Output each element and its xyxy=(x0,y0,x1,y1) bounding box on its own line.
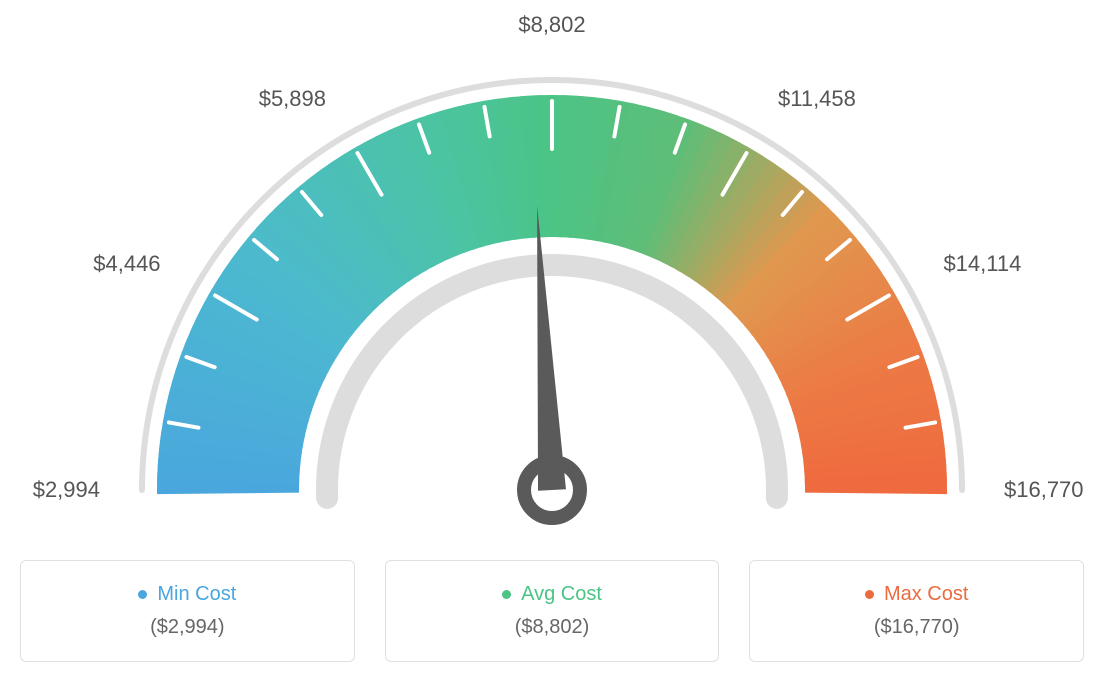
legend-avg-label: Avg Cost xyxy=(502,583,602,606)
gauge-tick-label: $14,114 xyxy=(943,251,1021,277)
gauge-tick-label: $2,994 xyxy=(33,477,100,503)
cost-gauge-widget: $2,994$4,446$5,898$8,802$11,458$14,114$1… xyxy=(20,20,1084,662)
gauge-tick-label: $16,770 xyxy=(1004,477,1084,503)
legend-avg-value: ($8,802) xyxy=(396,616,709,639)
legend-card-max: Max Cost ($16,770) xyxy=(749,560,1084,662)
legend-card-min: Min Cost ($2,994) xyxy=(20,560,355,662)
legend-min-label: Min Cost xyxy=(138,583,236,606)
gauge-tick-label: $11,458 xyxy=(778,86,856,112)
gauge-svg xyxy=(20,20,1084,540)
gauge-tick-label: $4,446 xyxy=(93,251,160,277)
legend-card-avg: Avg Cost ($8,802) xyxy=(385,560,720,662)
legend-max-value: ($16,770) xyxy=(760,616,1073,639)
legend-min-value: ($2,994) xyxy=(31,616,344,639)
gauge-tick-label: $5,898 xyxy=(259,86,326,112)
legend-max-label: Max Cost xyxy=(865,583,968,606)
gauge-tick-label: $8,802 xyxy=(518,12,585,38)
legend-row: Min Cost ($2,994) Avg Cost ($8,802) Max … xyxy=(20,560,1084,662)
gauge-area: $2,994$4,446$5,898$8,802$11,458$14,114$1… xyxy=(20,20,1084,540)
